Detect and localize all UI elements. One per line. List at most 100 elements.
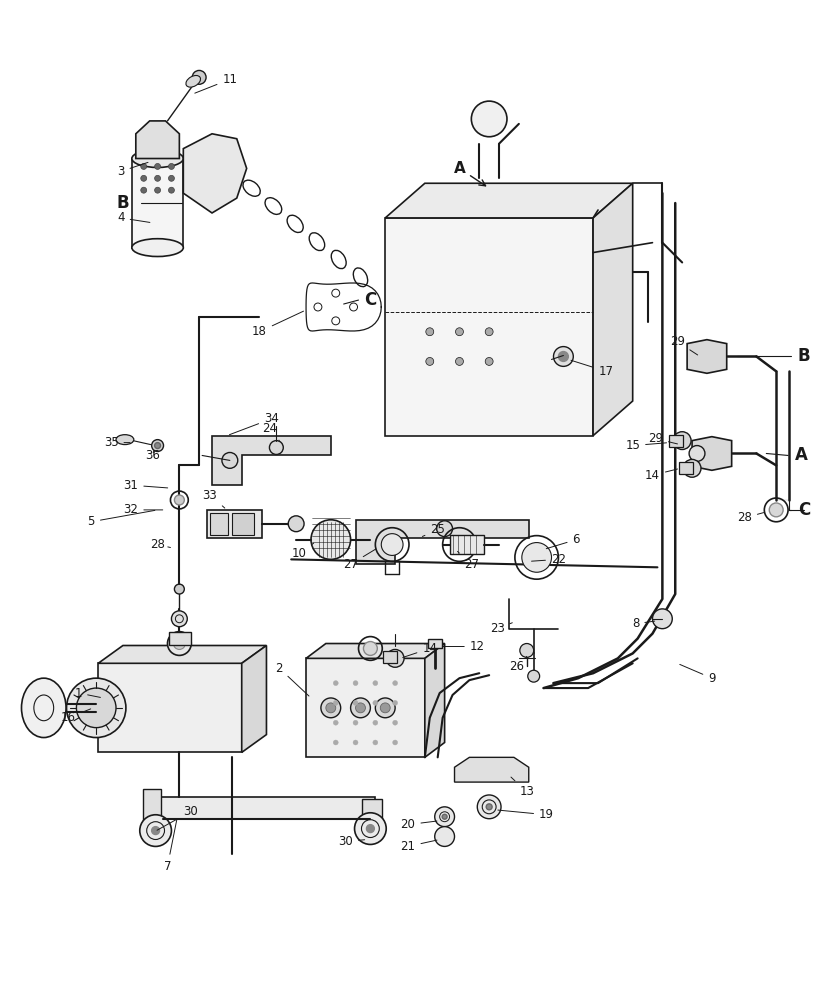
Circle shape (392, 720, 397, 725)
Circle shape (392, 681, 397, 686)
Circle shape (167, 632, 191, 655)
Polygon shape (135, 121, 180, 159)
Text: 31: 31 (123, 479, 167, 492)
Text: 5: 5 (87, 510, 155, 528)
Circle shape (311, 520, 351, 559)
Polygon shape (98, 663, 242, 752)
Circle shape (333, 681, 338, 686)
Circle shape (333, 720, 338, 725)
Circle shape (486, 804, 492, 810)
Circle shape (152, 440, 163, 452)
Text: B: B (117, 194, 129, 212)
Polygon shape (692, 437, 732, 470)
Text: C: C (364, 291, 376, 309)
Text: 7: 7 (164, 819, 177, 873)
Circle shape (426, 357, 434, 365)
Bar (362, 799, 382, 829)
Circle shape (140, 163, 147, 169)
Text: 4: 4 (118, 211, 150, 224)
Circle shape (455, 357, 463, 365)
Circle shape (171, 611, 188, 627)
Text: 17: 17 (571, 360, 614, 378)
Circle shape (653, 609, 672, 629)
Circle shape (351, 698, 370, 718)
Circle shape (333, 740, 338, 745)
Circle shape (288, 516, 304, 532)
Polygon shape (306, 658, 425, 757)
Text: 28: 28 (737, 511, 764, 524)
Circle shape (269, 441, 283, 454)
Circle shape (140, 175, 147, 181)
Circle shape (375, 698, 395, 718)
Circle shape (442, 814, 447, 819)
Circle shape (154, 163, 161, 169)
Bar (669, 435, 683, 447)
Text: B: B (797, 347, 810, 365)
Bar (170, 632, 191, 645)
Ellipse shape (116, 435, 134, 445)
Text: 26: 26 (509, 656, 527, 673)
Ellipse shape (186, 75, 201, 87)
Circle shape (326, 703, 335, 713)
Ellipse shape (132, 150, 184, 167)
Circle shape (380, 703, 390, 713)
Bar (132, 159, 184, 248)
Circle shape (553, 347, 574, 366)
Bar (384, 651, 397, 663)
Bar (450, 535, 484, 554)
Text: 36: 36 (145, 449, 160, 462)
Text: 27: 27 (458, 551, 479, 571)
Circle shape (392, 740, 397, 745)
Circle shape (392, 700, 397, 705)
Circle shape (193, 70, 206, 84)
Circle shape (673, 432, 691, 450)
Circle shape (435, 807, 455, 827)
Text: 34: 34 (229, 412, 279, 435)
Circle shape (437, 521, 453, 537)
Bar (148, 797, 375, 819)
Circle shape (373, 700, 378, 705)
Circle shape (222, 452, 237, 468)
Circle shape (689, 446, 705, 461)
Text: 29: 29 (648, 432, 677, 445)
Circle shape (353, 681, 358, 686)
Circle shape (175, 584, 184, 594)
Polygon shape (687, 340, 727, 373)
Circle shape (174, 638, 185, 649)
Ellipse shape (132, 239, 184, 257)
Circle shape (426, 328, 434, 336)
Circle shape (558, 352, 569, 361)
Text: 12: 12 (442, 640, 485, 653)
Bar (143, 789, 161, 827)
Text: 25: 25 (423, 523, 446, 536)
Circle shape (77, 688, 116, 728)
Text: 22: 22 (531, 553, 566, 566)
Text: 21: 21 (401, 840, 437, 853)
Text: 30: 30 (339, 835, 365, 848)
Circle shape (528, 670, 539, 682)
Circle shape (168, 163, 175, 169)
Circle shape (381, 534, 403, 555)
Polygon shape (212, 436, 330, 485)
Polygon shape (306, 644, 445, 658)
Circle shape (455, 328, 463, 336)
Circle shape (321, 698, 341, 718)
Circle shape (140, 815, 171, 846)
Circle shape (154, 443, 161, 449)
Text: 2: 2 (276, 662, 309, 696)
Polygon shape (593, 183, 632, 436)
Circle shape (154, 187, 161, 193)
Text: 1: 1 (74, 687, 100, 700)
Circle shape (354, 813, 386, 844)
Circle shape (363, 642, 377, 655)
Bar (207, 510, 261, 538)
Text: 24: 24 (262, 422, 279, 441)
Ellipse shape (21, 678, 66, 738)
Circle shape (168, 187, 175, 193)
Polygon shape (98, 645, 267, 663)
Text: 32: 32 (123, 503, 162, 516)
Circle shape (353, 700, 358, 705)
Circle shape (373, 720, 378, 725)
Text: 30: 30 (157, 805, 197, 830)
Text: C: C (798, 501, 810, 519)
